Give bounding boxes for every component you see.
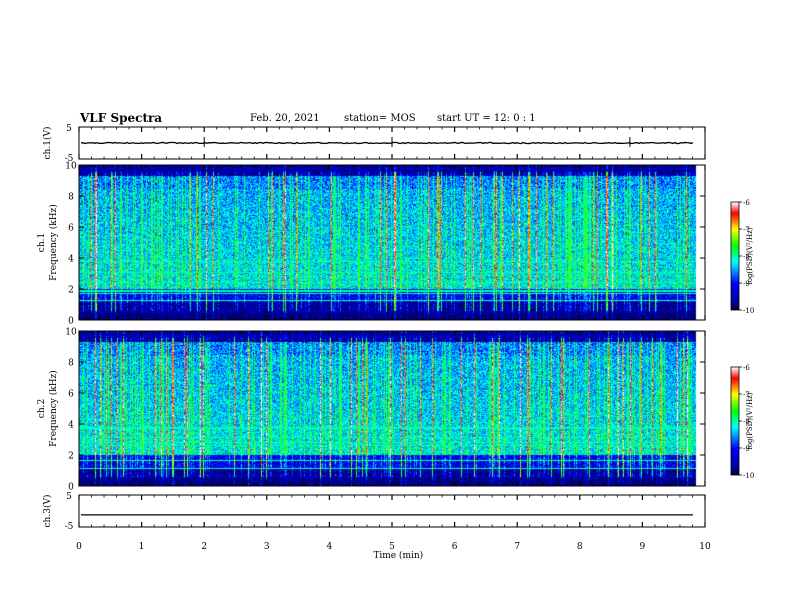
ch2-colorbar-gradient bbox=[731, 367, 739, 475]
waveform-line bbox=[81, 142, 693, 143]
x-tick-label: 4 bbox=[327, 542, 333, 552]
x-tick-label: 10 bbox=[699, 542, 711, 552]
y-axis-label: ch.3(V) bbox=[42, 495, 53, 528]
ch1-colorbar-gradient bbox=[731, 202, 739, 310]
x-tick-label: 7 bbox=[514, 542, 520, 552]
ch2-spectrogram-image bbox=[79, 331, 705, 486]
y-tick-label: 8 bbox=[68, 193, 74, 203]
x-axis-label: Time (min) bbox=[373, 550, 423, 561]
ch2-spectrogram-panel: 0 2 4 6 8 10 ch.2 Frequency (kHz) bbox=[37, 328, 705, 493]
x-tick-label: 6 bbox=[452, 542, 458, 552]
y-tick-label: -5 bbox=[65, 522, 74, 532]
colorbar-label: log(PSD)(V²/Hz) bbox=[746, 227, 754, 284]
x-tick-label: 2 bbox=[201, 542, 207, 552]
y-tick-label: 10 bbox=[65, 162, 77, 172]
y-tick-label: 10 bbox=[65, 328, 77, 338]
x-tick-label: 3 bbox=[264, 542, 270, 552]
x-tick-label: 0 bbox=[76, 542, 82, 552]
ch3-waveform-panel: 5 -5 ch.3(V) bbox=[42, 492, 705, 532]
y-tick-label: 0 bbox=[68, 483, 74, 493]
y-tick-label: 5 bbox=[66, 124, 72, 134]
y-axis-label: Frequency (kHz) bbox=[48, 370, 59, 447]
y-axis-label: ch.1(V) bbox=[42, 127, 53, 160]
y-tick-label: 4 bbox=[68, 255, 74, 265]
y-tick-label: 5 bbox=[66, 492, 72, 502]
y-axis-label: Frequency (kHz) bbox=[48, 204, 59, 281]
x-tick-label: 9 bbox=[640, 542, 646, 552]
y-tick-label: 6 bbox=[68, 390, 74, 400]
colorbar-tick-label: -6 bbox=[743, 199, 750, 207]
colorbar-tick-label: -10 bbox=[743, 307, 754, 315]
ch1-waveform-panel: 5-5ch.1(V) bbox=[42, 124, 705, 164]
y-tick-label: 6 bbox=[68, 224, 74, 234]
time-axis: 0 1 2 3 4 5 6 7 8 9 10Time (min) bbox=[76, 542, 711, 561]
ch1-spectrogram-image bbox=[79, 165, 705, 320]
colorbar-tick-label: -6 bbox=[743, 364, 750, 372]
y-tick-label: 8 bbox=[68, 359, 74, 369]
ch1-colorbar: -6-7-8-9-10log(PSD)(V²/Hz) bbox=[731, 199, 754, 315]
y-tick-label: 4 bbox=[68, 421, 74, 431]
x-tick-label: 8 bbox=[577, 542, 583, 552]
colorbar-tick-label: -10 bbox=[743, 472, 754, 480]
y-tick-label: 2 bbox=[68, 452, 74, 462]
ch2-colorbar: -6-7-8-9-10log(PSD)(V²/Hz) bbox=[731, 364, 754, 480]
y-tick-label: 2 bbox=[68, 286, 74, 296]
x-tick-label: 1 bbox=[139, 542, 145, 552]
channel-label: ch.2 bbox=[37, 399, 47, 418]
colorbar-label: log(PSD)(V²/Hz) bbox=[746, 392, 754, 449]
y-tick-label: 0 bbox=[68, 317, 74, 327]
ch1-spectrogram-panel: 0 2 4 6 8 10 ch.1 Frequency (kHz) bbox=[37, 162, 705, 327]
channel-label: ch.1 bbox=[37, 233, 47, 252]
